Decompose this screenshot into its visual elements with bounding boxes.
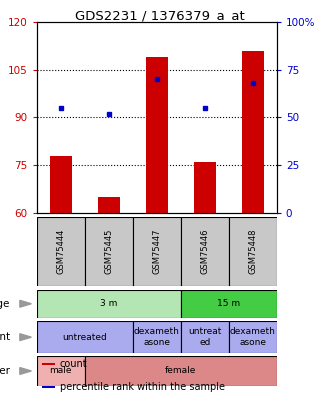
Polygon shape [20,334,31,341]
Bar [194,162,216,213]
Bar [133,217,181,286]
Polygon shape [20,301,31,307]
Bar [242,51,264,213]
Text: dexameth
asone: dexameth asone [230,328,276,347]
Text: GSM75446: GSM75446 [200,228,209,274]
Text: GSM75448: GSM75448 [248,228,257,274]
Bar [181,321,229,353]
Text: percentile rank within the sample: percentile rank within the sample [60,382,225,392]
Bar [37,356,85,386]
Bar [98,197,120,213]
Bar [85,356,277,386]
Bar [229,217,277,286]
Text: female: female [165,367,196,375]
Text: count: count [60,359,87,369]
Text: agent: agent [0,332,10,342]
Bar [37,321,133,353]
Text: male: male [50,367,72,375]
Bar [42,363,55,365]
Bar [37,217,85,286]
Text: GSM75447: GSM75447 [152,228,161,274]
Text: age: age [0,299,10,309]
Text: untreat
ed: untreat ed [188,328,221,347]
Text: 3 m: 3 m [100,299,117,308]
Text: gender: gender [0,366,10,376]
Bar [37,290,181,318]
Bar [146,57,168,213]
Text: dexameth
asone: dexameth asone [134,328,180,347]
Text: GDS2231 / 1376379_a_at: GDS2231 / 1376379_a_at [75,9,245,22]
Bar [42,386,55,388]
Bar [181,217,229,286]
Bar [181,290,277,318]
Polygon shape [20,368,31,374]
Text: 15 m: 15 m [217,299,240,308]
Text: GSM75444: GSM75444 [56,228,65,274]
Bar [229,321,277,353]
Text: untreated: untreated [62,333,107,342]
Bar [50,156,72,213]
Bar [133,321,181,353]
Text: GSM75445: GSM75445 [104,228,113,274]
Bar [85,217,133,286]
